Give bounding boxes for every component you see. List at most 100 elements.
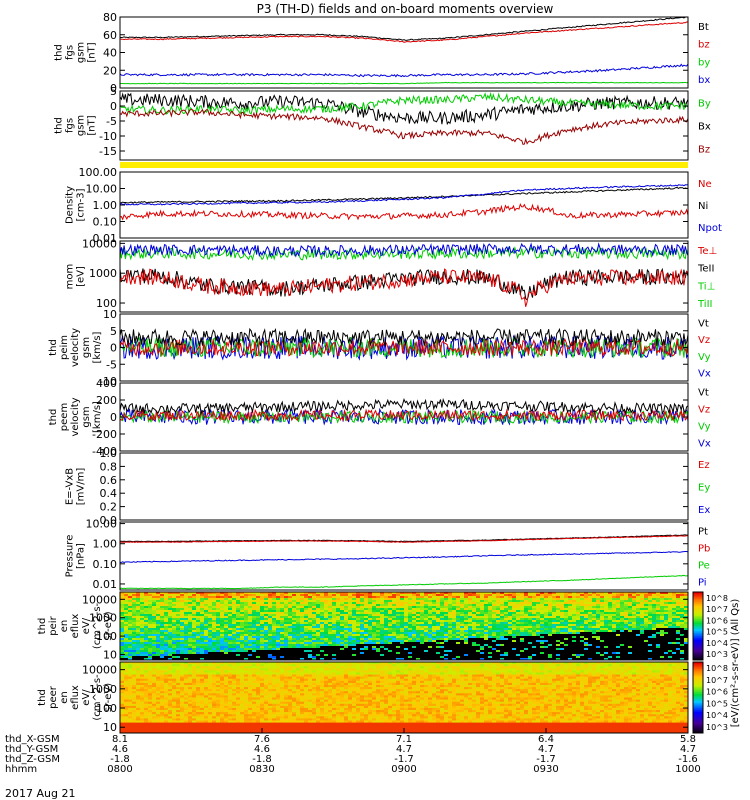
legend-By: By: [698, 99, 711, 110]
spectrogram-cell: [180, 624, 185, 627]
spectrogram-cell: [648, 594, 653, 597]
spectrogram-cell: [436, 626, 441, 629]
spectrogram-cell: [440, 648, 445, 651]
spectrogram-cell: [208, 656, 213, 659]
spectrogram-cell: [372, 598, 377, 601]
spectrogram-cell: [224, 596, 229, 599]
spectrogram-cell: [284, 628, 289, 631]
spectrogram-cell: [260, 644, 265, 647]
spectrogram-cell: [636, 622, 641, 625]
spectrogram-cell: [540, 628, 545, 631]
spectrogram-cell: [120, 608, 125, 611]
spectrogram-cell: [216, 658, 221, 660]
spectrogram-cell: [328, 614, 333, 617]
spectrogram-cell: [616, 622, 621, 625]
spectrogram-cell: [284, 614, 289, 617]
spectrogram-cell: [436, 598, 441, 601]
spectrogram-cell: [332, 610, 337, 613]
spectrogram-cell: [472, 650, 477, 653]
spectrogram-cell: [176, 594, 181, 597]
spectrogram-cell: [152, 632, 157, 635]
spectrogram-cell: [444, 592, 449, 595]
spectrogram-cell: [544, 606, 549, 609]
spectrogram-cell: [396, 622, 401, 625]
spectrogram-cell: [628, 618, 633, 621]
spectrogram-cell: [596, 630, 601, 633]
spectrogram-cell: [300, 604, 305, 607]
spectrogram-cell: [236, 658, 241, 660]
spectrogram-cell: [408, 608, 413, 611]
spectrogram-cell: [520, 632, 525, 635]
spectrogram-cell: [664, 596, 669, 599]
spectrogram-cell: [632, 608, 637, 611]
spectrogram-cell: [224, 646, 229, 649]
spectrogram-cell: [408, 602, 413, 605]
spectrogram-cell: [356, 630, 361, 633]
spectrogram-cell: [672, 594, 677, 597]
spectrogram-cell: [384, 648, 389, 651]
spectrogram-cell: [516, 610, 521, 613]
spectrogram-cell: [672, 656, 677, 659]
spectrogram-cell: [628, 608, 633, 611]
spectrogram-cell: [484, 654, 489, 657]
spectrogram-cell: [460, 652, 465, 655]
spectrogram-cell: [516, 652, 521, 655]
spectrogram-cell: [320, 594, 325, 597]
spectrogram-cell: [152, 640, 157, 643]
spectrogram-cell: [512, 592, 517, 595]
spectrogram-cell: [616, 598, 621, 601]
spectrogram-cell: [496, 594, 501, 597]
y-tick-label: 400: [96, 377, 117, 390]
spectrogram-cell: [304, 614, 309, 617]
spectrogram-cell: [308, 608, 313, 611]
spectrogram-cell: [304, 640, 309, 643]
spectrogram-cell: [572, 620, 577, 623]
spectrogram-cell: [472, 654, 477, 657]
spectrogram-cell: [532, 610, 537, 613]
spectrogram-cell: [264, 648, 269, 651]
spectrogram-cell: [292, 654, 297, 657]
spectrogram-cell: [520, 618, 525, 621]
spectrogram-cell: [268, 596, 273, 599]
spectrogram-cell: [236, 598, 241, 601]
spectrogram-cell: [492, 640, 497, 643]
spectrogram-cell: [392, 602, 397, 605]
spectrogram-cell: [276, 618, 281, 621]
spectrogram-cell: [276, 650, 281, 653]
spectrogram-cell: [284, 630, 289, 633]
spectrogram-cell: [452, 600, 457, 603]
spectrogram-cell: [480, 634, 485, 637]
spectrogram-cell: [464, 604, 469, 607]
spectrogram-cell: [552, 596, 557, 599]
spectrogram-cell: [476, 640, 481, 643]
spectrogram-cell: [524, 634, 529, 637]
spectrogram-cell: [484, 636, 489, 639]
spectrogram-cell: [528, 594, 533, 597]
spectrogram-cell: [320, 644, 325, 647]
spectrogram-cell: [564, 640, 569, 643]
spectrogram-cell: [604, 596, 609, 599]
spectrogram-cell: [352, 600, 357, 603]
spectrogram-cell: [364, 652, 369, 655]
spectrogram-cell: [340, 654, 345, 657]
spectrogram-cell: [216, 624, 221, 627]
spectrogram-cell: [236, 656, 241, 659]
spectrogram-cell: [556, 592, 561, 595]
spectrogram-cell: [480, 612, 485, 615]
spectrogram-cell: [400, 644, 405, 647]
spectrogram-cell: [280, 630, 285, 633]
spectrogram-cell: [180, 602, 185, 605]
spectrogram-cell: [240, 626, 245, 629]
spectrogram-cell: [652, 632, 657, 635]
spectrogram-cell: [528, 592, 533, 595]
spectrogram-cell: [168, 626, 173, 629]
spectrogram-cell: [156, 600, 161, 603]
spectrogram-cell: [444, 604, 449, 607]
spectrogram-cell: [652, 606, 657, 609]
spectrogram-cell: [208, 638, 213, 641]
spectrogram-cell: [248, 620, 253, 623]
spectrogram-cell: [212, 600, 217, 603]
spectrogram-cell: [576, 656, 581, 659]
spectrogram-cell: [156, 634, 161, 637]
spectrogram-cell: [348, 644, 353, 647]
